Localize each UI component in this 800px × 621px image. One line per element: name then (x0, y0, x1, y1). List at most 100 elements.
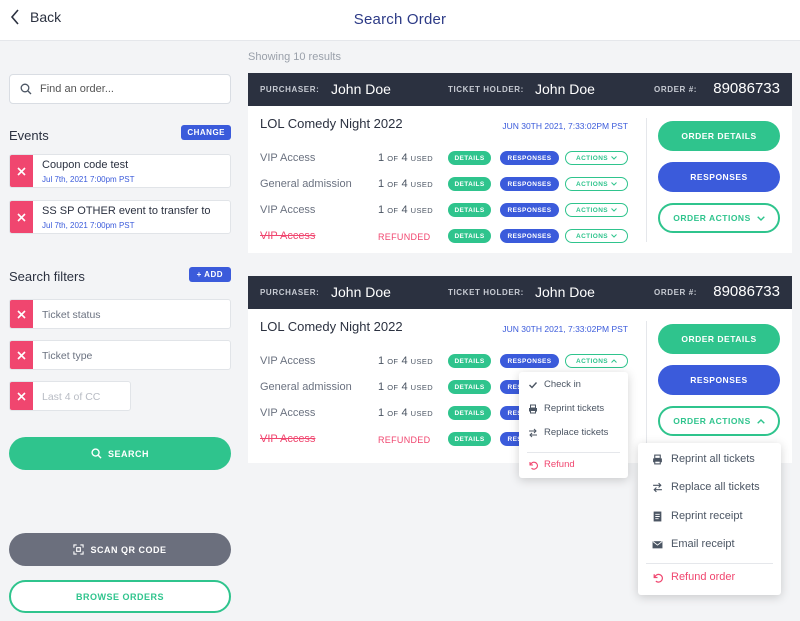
ticket-actions-menu: Check in Reprint tickets Replace tickets… (519, 372, 628, 478)
order-number-label: ORDER #: (654, 85, 698, 94)
event-name: Coupon code test (42, 159, 129, 171)
ticket-name: VIP Access (260, 355, 316, 367)
chevron-left-icon (10, 9, 19, 25)
sidebar: Events CHANGE Coupon code test Jul 7th, … (0, 41, 240, 621)
ticket-details-button[interactable]: DETAILS (448, 151, 491, 165)
ticket-holder-label: TICKET HOLDER: (448, 288, 524, 297)
ticket-actions-button[interactable]: ACTIONS (565, 354, 628, 368)
ticket-details-button[interactable]: DETAILS (448, 432, 491, 446)
chevron-up-icon (756, 418, 765, 424)
reprint-all-tickets-menu-item[interactable]: Reprint all tickets (638, 453, 781, 465)
order-header: PURCHASER: John Doe TICKET HOLDER: John … (248, 276, 792, 309)
order-header: PURCHASER: John Doe TICKET HOLDER: John … (248, 73, 792, 106)
order-responses-button[interactable]: RESPONSES (658, 162, 780, 192)
close-icon (17, 166, 26, 176)
filter-ticket-type[interactable]: Ticket type (9, 340, 231, 370)
menu-separator (646, 563, 773, 564)
ticket-usage: 1 OF 4 USED (378, 381, 434, 393)
order-actions-button[interactable]: ORDER ACTIONS (658, 406, 780, 436)
ticket-responses-button[interactable]: RESPONSES (500, 177, 559, 191)
ticket-usage: 1 OF 4 USED (378, 178, 434, 190)
ticket-actions-button[interactable]: ACTIONS (565, 177, 628, 191)
ticket-name: General admission (260, 178, 352, 190)
purchaser-label: PURCHASER: (260, 288, 320, 297)
add-filter-button[interactable]: + ADD (188, 267, 231, 282)
order-number-label: ORDER #: (654, 288, 698, 297)
ticket-row: General admission 1 OF 4 USED DETAILS RE… (260, 176, 630, 194)
email-receipt-menu-item[interactable]: Email receipt (638, 538, 781, 550)
search-button[interactable]: SEARCH (9, 437, 231, 470)
remove-event-button[interactable] (10, 155, 33, 187)
ticket-row: VIP Access 1 OF 4 USED DETAILS RESPONSES… (260, 202, 630, 220)
ticket-name: VIP Access (260, 204, 316, 216)
chevron-up-icon (611, 359, 617, 363)
undo-icon (529, 461, 538, 470)
replace-tickets-menu-item[interactable]: Replace tickets (519, 427, 628, 438)
chevron-down-icon (611, 182, 617, 186)
ticket-details-button[interactable]: DETAILS (448, 406, 491, 420)
ticket-usage: 1 OF 4 USED (378, 407, 434, 419)
divider (646, 118, 647, 242)
check-in-menu-item[interactable]: Check in (519, 379, 628, 390)
scan-qr-label: SCAN QR CODE (90, 544, 167, 555)
reprint-receipt-menu-item[interactable]: Reprint receipt (638, 510, 781, 522)
event-name: SS SP OTHER event to transfer to (42, 205, 211, 217)
chevron-down-icon (611, 156, 617, 160)
search-button-label: SEARCH (107, 448, 149, 459)
order-actions-button[interactable]: ORDER ACTIONS (658, 203, 780, 233)
results-count: Showing 10 results (248, 51, 341, 63)
ticket-responses-button[interactable]: RESPONSES (500, 151, 559, 165)
close-icon (17, 309, 26, 319)
replace-all-tickets-menu-item[interactable]: Replace all tickets (638, 481, 781, 493)
order-details-button[interactable]: ORDER DETAILS (658, 121, 780, 151)
browse-orders-button[interactable]: BROWSE ORDERS (9, 580, 231, 613)
ticket-holder-name: John Doe (535, 81, 595, 97)
ticket-details-button[interactable]: DETAILS (448, 177, 491, 191)
remove-filter-button[interactable] (10, 382, 33, 410)
search-icon (91, 448, 102, 459)
refunded-status: REFUNDED (378, 435, 431, 445)
event-date: Jul 7th, 2021 7:00pm PST (42, 175, 135, 184)
refund-order-menu-item[interactable]: Refund order (638, 571, 781, 583)
qr-code-icon (73, 544, 85, 555)
remove-event-button[interactable] (10, 201, 33, 233)
menu-separator (527, 452, 620, 453)
ticket-details-button[interactable]: DETAILS (448, 354, 491, 368)
ticket-name: VIP Access (260, 152, 316, 164)
search-icon (20, 83, 32, 95)
search-input[interactable] (40, 83, 220, 95)
printer-icon (653, 454, 662, 464)
ticket-actions-button[interactable]: ACTIONS (565, 203, 628, 217)
filter-last4-cc[interactable]: Last 4 of CC (9, 381, 131, 411)
remove-filter-button[interactable] (10, 300, 33, 328)
scan-qr-button[interactable]: SCAN QR CODE (9, 533, 231, 566)
back-button[interactable]: Back (10, 9, 61, 25)
ticket-actions-button[interactable]: ACTIONS (565, 229, 628, 243)
close-icon (17, 391, 26, 401)
ticket-details-button[interactable]: DETAILS (448, 203, 491, 217)
search-box[interactable] (9, 74, 231, 104)
ticket-actions-button[interactable]: ACTIONS (565, 151, 628, 165)
purchaser-name: John Doe (331, 81, 391, 97)
order-details-button[interactable]: ORDER DETAILS (658, 324, 780, 354)
ticket-holder-name: John Doe (535, 284, 595, 300)
remove-filter-button[interactable] (10, 341, 33, 369)
ticket-details-button[interactable]: DETAILS (448, 229, 491, 243)
undo-icon (653, 573, 663, 583)
refund-menu-item[interactable]: Refund (519, 459, 628, 470)
ticket-responses-button[interactable]: RESPONSES (500, 229, 559, 243)
ticket-details-button[interactable]: DETAILS (448, 380, 491, 394)
ticket-usage: 1 OF 4 USED (378, 204, 434, 216)
reprint-tickets-menu-item[interactable]: Reprint tickets (519, 403, 628, 414)
ticket-holder-label: TICKET HOLDER: (448, 85, 524, 94)
filter-ticket-status[interactable]: Ticket status (9, 299, 231, 329)
envelope-icon (652, 540, 663, 548)
close-icon (17, 212, 26, 222)
order-responses-button[interactable]: RESPONSES (658, 365, 780, 395)
event-title: LOL Comedy Night 2022 (260, 116, 403, 131)
change-events-button[interactable]: CHANGE (181, 125, 231, 140)
swap-icon (653, 482, 662, 492)
ticket-responses-button[interactable]: RESPONSES (500, 203, 559, 217)
ticket-responses-button[interactable]: RESPONSES (500, 354, 559, 368)
browse-orders-label: BROWSE ORDERS (75, 591, 164, 602)
